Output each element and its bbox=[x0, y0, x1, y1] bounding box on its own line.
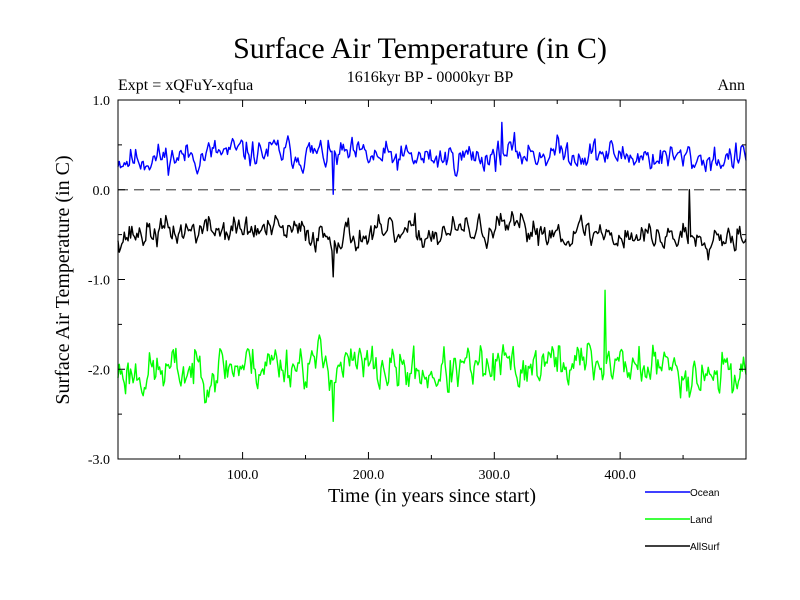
y-axis-label: Surface Air Temperature (in C) bbox=[52, 155, 74, 404]
series-line-ocean bbox=[117, 121, 747, 195]
x-tick-label: 300.0 bbox=[479, 468, 511, 483]
chart-title: Surface Air Temperature (in C) bbox=[233, 32, 607, 65]
legend: Ocean Land AllSurf bbox=[645, 488, 720, 553]
y-tick-label: 1.0 bbox=[93, 94, 111, 109]
plot-area bbox=[117, 121, 747, 423]
x-tick-label: 400.0 bbox=[604, 468, 636, 483]
x-tick-label: 200.0 bbox=[353, 468, 385, 483]
legend-label-land: Land bbox=[690, 515, 712, 526]
legend-label-allsurf: AllSurf bbox=[690, 542, 720, 553]
y-axis: 1.0 0.0 -1.0 -2.0 -3.0 bbox=[88, 94, 746, 468]
y-tick-label: 0.0 bbox=[93, 184, 111, 199]
y-tick-label: -3.0 bbox=[88, 453, 110, 468]
experiment-label: Expt = xQFuY-xqfua bbox=[118, 77, 253, 94]
legend-label-ocean: Ocean bbox=[690, 488, 719, 499]
x-axis: 100.0 200.0 300.0 400.0 bbox=[179, 100, 684, 483]
y-tick-label: -2.0 bbox=[88, 363, 110, 378]
y-tick-label: -1.0 bbox=[88, 274, 110, 289]
series-line-allsurf bbox=[117, 189, 747, 278]
series-line-land bbox=[117, 289, 747, 423]
season-label: Ann bbox=[717, 77, 745, 94]
x-axis-label: Time (in years since start) bbox=[328, 485, 536, 507]
x-tick-label: 100.0 bbox=[227, 468, 259, 483]
chart-subtitle: 1616kyr BP - 0000kyr BP bbox=[347, 69, 514, 86]
